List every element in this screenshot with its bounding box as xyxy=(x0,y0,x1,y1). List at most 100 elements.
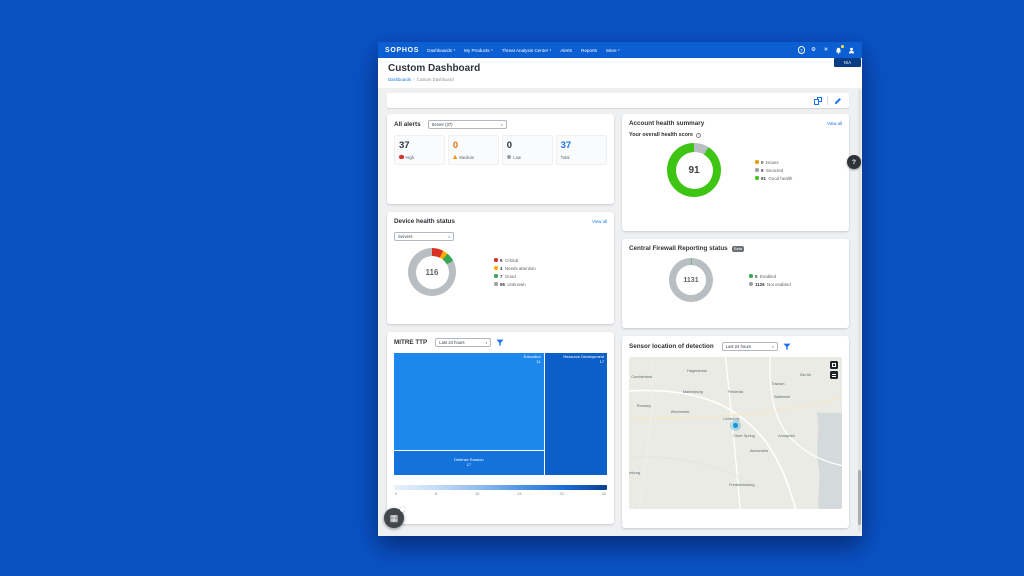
view-all-link[interactable]: View all xyxy=(826,121,842,126)
scrollbar-thumb[interactable] xyxy=(858,470,861,525)
sophos-logo[interactable]: SOPHOS xyxy=(385,46,420,54)
high-severity-icon xyxy=(399,154,404,160)
copy-icon-front xyxy=(813,99,819,105)
alerts-scope-select[interactable]: Server (37) ▾ xyxy=(427,120,507,129)
card-title: Sensor location of detection xyxy=(629,343,714,350)
pencil-icon xyxy=(834,97,841,104)
filter-icon[interactable] xyxy=(496,339,504,347)
widgets-fab[interactable]: ▦ xyxy=(384,506,405,528)
map-canvas[interactable]: Cumberland Hagerstown Martinsburg Frederick… xyxy=(629,357,842,509)
dashboard-toolbar xyxy=(387,93,849,108)
toolbar-divider xyxy=(827,96,828,105)
mitre-color-scale xyxy=(394,485,607,490)
map-city-label: Martinsburg xyxy=(682,389,703,394)
alert-stats: 37 High 0 Medium 0 Low 37 Total xyxy=(394,135,607,165)
account-health-legend: 0 Issues 9 Snoozed 91 Good health xyxy=(755,160,792,181)
sensor-period-select[interactable]: Last 24 hours ▾ xyxy=(721,342,778,351)
chevron-down-icon: ▾ xyxy=(501,122,503,127)
nav-item-reports[interactable]: Reports xyxy=(581,47,598,53)
stat-value: 0 xyxy=(452,140,459,151)
account-health-donut: 91 xyxy=(667,143,721,197)
breadcrumb: Dashboards › Custom Dashboard xyxy=(388,77,852,82)
map-roads xyxy=(629,357,842,509)
firewall-body: 1131 5 Enabled 1126 Not enabled xyxy=(629,258,842,302)
scale-tick: 8 xyxy=(435,492,438,496)
map-city-label: Fredericksburg xyxy=(729,482,755,487)
legend-item: 4 Needs attention xyxy=(494,266,536,271)
mitre-ttp-card: MITRE TTP Last 24 hours ▾ xyxy=(387,332,614,524)
left-column: All alerts Server (37) ▾ 37 High 0 Medium 0 L… xyxy=(387,114,614,528)
legend-dot xyxy=(755,168,759,172)
mitre-header: MITRE TTP Last 24 hours ▾ xyxy=(394,338,607,347)
treemap-tile-execution[interactable]: Execution 31 xyxy=(394,353,544,450)
top-nav: SOPHOS Dashboards ▾ My Products ▾ Threat Ana… xyxy=(378,42,862,58)
card-title: All alerts xyxy=(394,121,421,128)
legend-dot xyxy=(749,274,753,278)
legend-item: 1126 Not enabled xyxy=(749,282,791,287)
notifications-icon[interactable] xyxy=(835,45,844,54)
nav-item-dashboards[interactable]: Dashboards ▾ xyxy=(427,47,456,53)
fullscreen-icon[interactable] xyxy=(830,361,838,369)
alert-stat-low[interactable]: 0 Low xyxy=(501,135,554,165)
person-icon xyxy=(848,47,854,53)
info-icon[interactable]: i xyxy=(696,132,702,138)
map-city-label: Cumberland xyxy=(631,374,653,379)
select-value: Last 24 hours xyxy=(439,340,465,345)
nav-item-threat-analysis-center[interactable]: Threat Analysis Center ▾ xyxy=(501,47,552,53)
card-title: Central Firewall Reporting status xyxy=(629,245,728,252)
page-header: Custom Dashboard Dashboards › Custom Das… xyxy=(378,58,862,88)
device-health-body: 116 9 Critical 4 Needs attention 7 Good 96 Unkn… xyxy=(394,248,607,296)
bell-icon xyxy=(835,47,842,54)
scale-tick: 40 xyxy=(601,492,606,496)
copy-icon[interactable] xyxy=(813,96,822,105)
filter-icon[interactable] xyxy=(783,343,791,351)
mitre-period-select[interactable]: Last 24 hours ▾ xyxy=(435,338,492,347)
view-all-link[interactable]: View all xyxy=(591,219,607,224)
legend-item: 96 Unknown xyxy=(494,282,536,287)
account-icon[interactable] xyxy=(847,46,855,54)
all-alerts-header: All alerts Server (37) ▾ xyxy=(394,120,607,129)
layers-icon[interactable] xyxy=(830,371,838,379)
chevron-down-icon: ▾ xyxy=(448,234,450,239)
page-title: Custom Dashboard xyxy=(388,63,481,74)
all-alerts-card: All alerts Server (37) ▾ 37 High 0 Medium 0 L… xyxy=(387,114,614,204)
breadcrumb-separator: › xyxy=(413,76,415,82)
health-score-subtitle: Your overall health score i xyxy=(629,132,842,138)
nav-item-more[interactable]: More ▾ xyxy=(606,47,620,53)
theme-icon[interactable]: ☀ xyxy=(823,47,829,53)
donut-total: 1131 xyxy=(676,265,706,295)
donut-total: 116 xyxy=(415,255,449,289)
nav-item-my-products[interactable]: My Products ▾ xyxy=(464,47,493,53)
dashboard-content: All alerts Server (37) ▾ 37 High 0 Medium 0 L… xyxy=(378,88,862,536)
firewall-legend: 5 Enabled 1126 Not enabled xyxy=(749,274,791,287)
device-health-header: Device health status View all xyxy=(394,218,607,225)
scrollbar[interactable] xyxy=(858,90,861,533)
alert-stat-high[interactable]: 37 High xyxy=(394,135,446,165)
help-icon[interactable]: ? xyxy=(797,46,805,54)
legend-dot xyxy=(494,274,498,278)
map-city-label: Baltimore xyxy=(774,394,791,399)
breadcrumb-current: Custom Dashboard xyxy=(416,76,454,82)
device-health-card: Device health status View all Servers ▾ … xyxy=(387,212,614,324)
nav-item-alerts[interactable]: Alerts xyxy=(560,47,573,53)
settings-icon[interactable]: ⚙ xyxy=(811,47,816,53)
alert-stat-medium[interactable]: 0 Medium xyxy=(447,135,500,165)
device-scope-select[interactable]: Servers ▾ xyxy=(394,232,454,241)
legend-dot xyxy=(494,258,498,262)
map-city-label: Romney xyxy=(636,403,651,408)
edit-icon[interactable] xyxy=(833,96,842,105)
map-city-label: Hagerstown xyxy=(687,368,708,373)
map-city-label: Bel Air xyxy=(800,373,812,378)
alert-stat-total[interactable]: 37 Total xyxy=(555,135,607,165)
help-tab[interactable]: ? xyxy=(847,155,861,169)
chevron-down-icon: ▾ xyxy=(485,340,488,345)
breadcrumb-root[interactable]: Dashboards xyxy=(388,76,412,82)
notification-badge-dot xyxy=(840,45,844,48)
mitre-treemap: Execution 31 Defense Evasion 17 xyxy=(394,353,607,475)
legend-dot xyxy=(494,282,498,286)
legend-dot xyxy=(755,160,759,164)
treemap-tile-defense-evasion[interactable]: Defense Evasion 17 xyxy=(394,451,544,475)
legend-item: 5 Enabled xyxy=(749,274,791,279)
treemap-tile-resource-development[interactable]: Resource Development 17 xyxy=(545,353,607,475)
legend-item: 9 Snoozed xyxy=(755,168,792,173)
